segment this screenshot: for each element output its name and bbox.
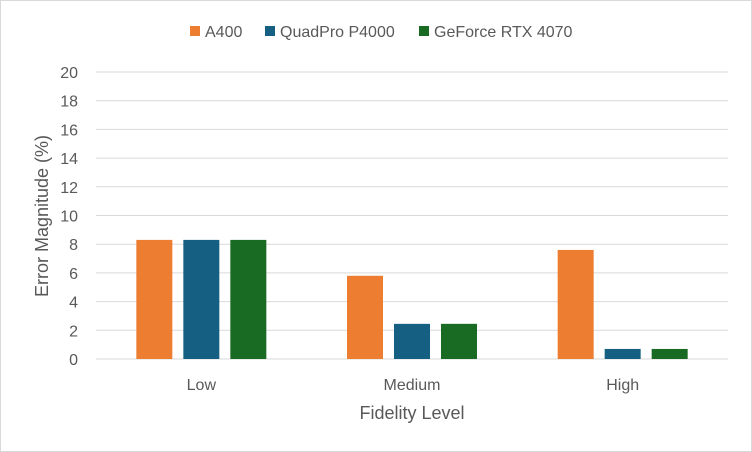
x-tick-label: Medium — [384, 377, 441, 394]
legend: A400 QuadPro P4000 GeForce RTX 4070 — [190, 24, 573, 41]
y-tick-label: 4 — [69, 295, 78, 312]
legend-swatch-2 — [419, 26, 429, 36]
legend-swatch-1 — [265, 26, 275, 36]
y-tick-label: 0 — [69, 352, 78, 369]
y-tick-label: 10 — [60, 209, 78, 226]
y-tick-label: 12 — [60, 180, 78, 197]
legend-label-0: A400 — [205, 24, 242, 41]
y-tick-label: 8 — [69, 237, 78, 254]
bar-medium-0 — [347, 275, 383, 359]
legend-swatch-0 — [190, 26, 200, 36]
bar-high-0 — [557, 249, 594, 359]
bars — [136, 239, 688, 359]
y-tick-label: 2 — [69, 323, 78, 340]
y-axis-title: Error Magnitude (%) — [32, 135, 52, 297]
bar-high-1 — [604, 348, 641, 359]
y-tick-label: 20 — [60, 65, 78, 82]
y-tick-label: 14 — [60, 151, 78, 168]
bar-low-0 — [136, 239, 173, 359]
x-axis-ticks: Low Medium High — [187, 377, 639, 394]
bar-low-1 — [183, 239, 220, 359]
bar-medium-2 — [441, 323, 477, 359]
x-axis-title: Fidelity Level — [359, 403, 464, 423]
y-axis-ticks: 0 2 4 6 8 10 12 14 16 18 20 — [60, 65, 78, 369]
bar-medium-1 — [394, 323, 430, 359]
y-tick-label: 6 — [69, 266, 78, 283]
bar-high-2 — [651, 348, 688, 359]
y-tick-label: 16 — [60, 122, 78, 139]
y-tick-label: 18 — [60, 94, 78, 111]
x-tick-label: Low — [187, 377, 217, 394]
legend-label-1: QuadPro P4000 — [280, 24, 395, 41]
legend-label-2: GeForce RTX 4070 — [434, 24, 573, 41]
bar-low-2 — [230, 239, 267, 359]
x-tick-label: High — [606, 377, 639, 394]
